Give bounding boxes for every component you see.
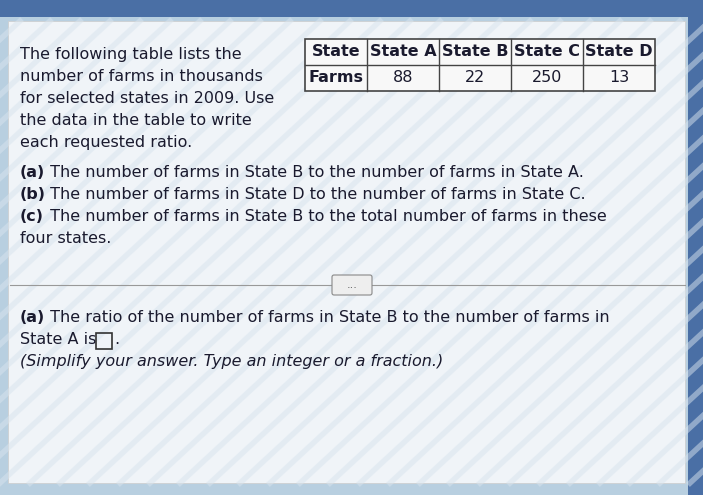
Text: State C: State C bbox=[514, 45, 580, 59]
Text: each requested ratio.: each requested ratio. bbox=[20, 135, 192, 150]
FancyBboxPatch shape bbox=[332, 275, 372, 295]
Text: The number of farms in State B to the total number of farms in these: The number of farms in State B to the to… bbox=[45, 209, 607, 224]
Text: 250: 250 bbox=[531, 70, 562, 86]
Bar bbox=[688, 0, 703, 495]
Text: for selected states in 2009. Use: for selected states in 2009. Use bbox=[20, 91, 274, 106]
Text: four states.: four states. bbox=[20, 231, 111, 246]
Bar bbox=[0, 0, 703, 17]
Text: (a): (a) bbox=[20, 165, 45, 180]
Bar bbox=[305, 39, 655, 91]
Text: State D: State D bbox=[585, 45, 653, 59]
Text: The ratio of the number of farms in State B to the number of farms in: The ratio of the number of farms in Stat… bbox=[45, 310, 610, 325]
Text: State A: State A bbox=[370, 45, 437, 59]
Text: (a): (a) bbox=[20, 310, 45, 325]
Text: (b): (b) bbox=[20, 187, 46, 202]
Bar bbox=[96, 333, 112, 349]
Text: (Simplify your answer. Type an integer or a fraction.): (Simplify your answer. Type an integer o… bbox=[20, 354, 444, 369]
Text: .: . bbox=[114, 332, 119, 347]
Text: The number of farms in State D to the number of farms in State C.: The number of farms in State D to the nu… bbox=[45, 187, 586, 202]
Text: ...: ... bbox=[347, 280, 357, 290]
Text: the data in the table to write: the data in the table to write bbox=[20, 113, 252, 128]
Text: The number of farms in State B to the number of farms in State A.: The number of farms in State B to the nu… bbox=[45, 165, 584, 180]
Text: State A is: State A is bbox=[20, 332, 96, 347]
Text: 22: 22 bbox=[465, 70, 485, 86]
Text: number of farms in thousands: number of farms in thousands bbox=[20, 69, 263, 84]
Text: The following table lists the: The following table lists the bbox=[20, 47, 242, 62]
Text: Farms: Farms bbox=[309, 70, 363, 86]
Text: 13: 13 bbox=[609, 70, 629, 86]
Text: State: State bbox=[311, 45, 361, 59]
Text: State B: State B bbox=[441, 45, 508, 59]
Text: (c): (c) bbox=[20, 209, 44, 224]
Text: 88: 88 bbox=[393, 70, 413, 86]
